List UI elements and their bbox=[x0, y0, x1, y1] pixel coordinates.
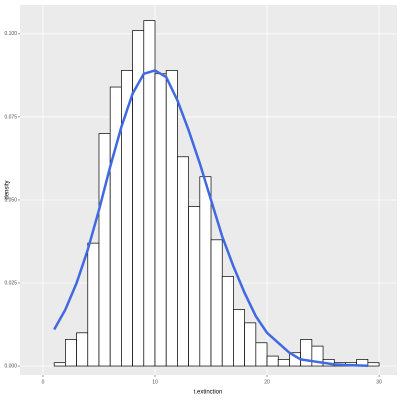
y-tick-label: 0.100 bbox=[4, 31, 17, 37]
bar bbox=[210, 239, 223, 367]
bar bbox=[221, 276, 234, 367]
bar bbox=[87, 242, 100, 367]
bar bbox=[132, 30, 145, 367]
y-axis-label: density bbox=[5, 180, 11, 199]
x-tick-label: 0 bbox=[42, 379, 45, 385]
bar bbox=[233, 309, 245, 367]
bar bbox=[367, 362, 380, 367]
bar bbox=[177, 156, 189, 367]
bar bbox=[244, 322, 257, 367]
y-tick-label: 0.075 bbox=[4, 114, 17, 120]
y-tick-label: 0.025 bbox=[4, 280, 17, 286]
bar bbox=[76, 332, 89, 367]
bar bbox=[311, 345, 324, 367]
density-curve bbox=[53, 69, 368, 367]
y-tick-label: 0.050 bbox=[4, 197, 17, 203]
y-tick-label: 0.000 bbox=[4, 363, 17, 369]
bar bbox=[199, 176, 212, 367]
bar bbox=[65, 339, 77, 367]
bar bbox=[188, 206, 201, 367]
bar bbox=[255, 342, 268, 367]
x-axis-label: t.extinction bbox=[194, 390, 223, 396]
bar bbox=[121, 70, 133, 367]
bar bbox=[165, 70, 178, 367]
bar bbox=[53, 362, 66, 367]
bar bbox=[277, 359, 290, 367]
x-tick-label: 10 bbox=[152, 379, 158, 385]
bar bbox=[266, 355, 279, 367]
bar bbox=[154, 73, 167, 367]
x-tick-label: 20 bbox=[264, 379, 270, 385]
x-tick-label: 30 bbox=[376, 379, 382, 385]
